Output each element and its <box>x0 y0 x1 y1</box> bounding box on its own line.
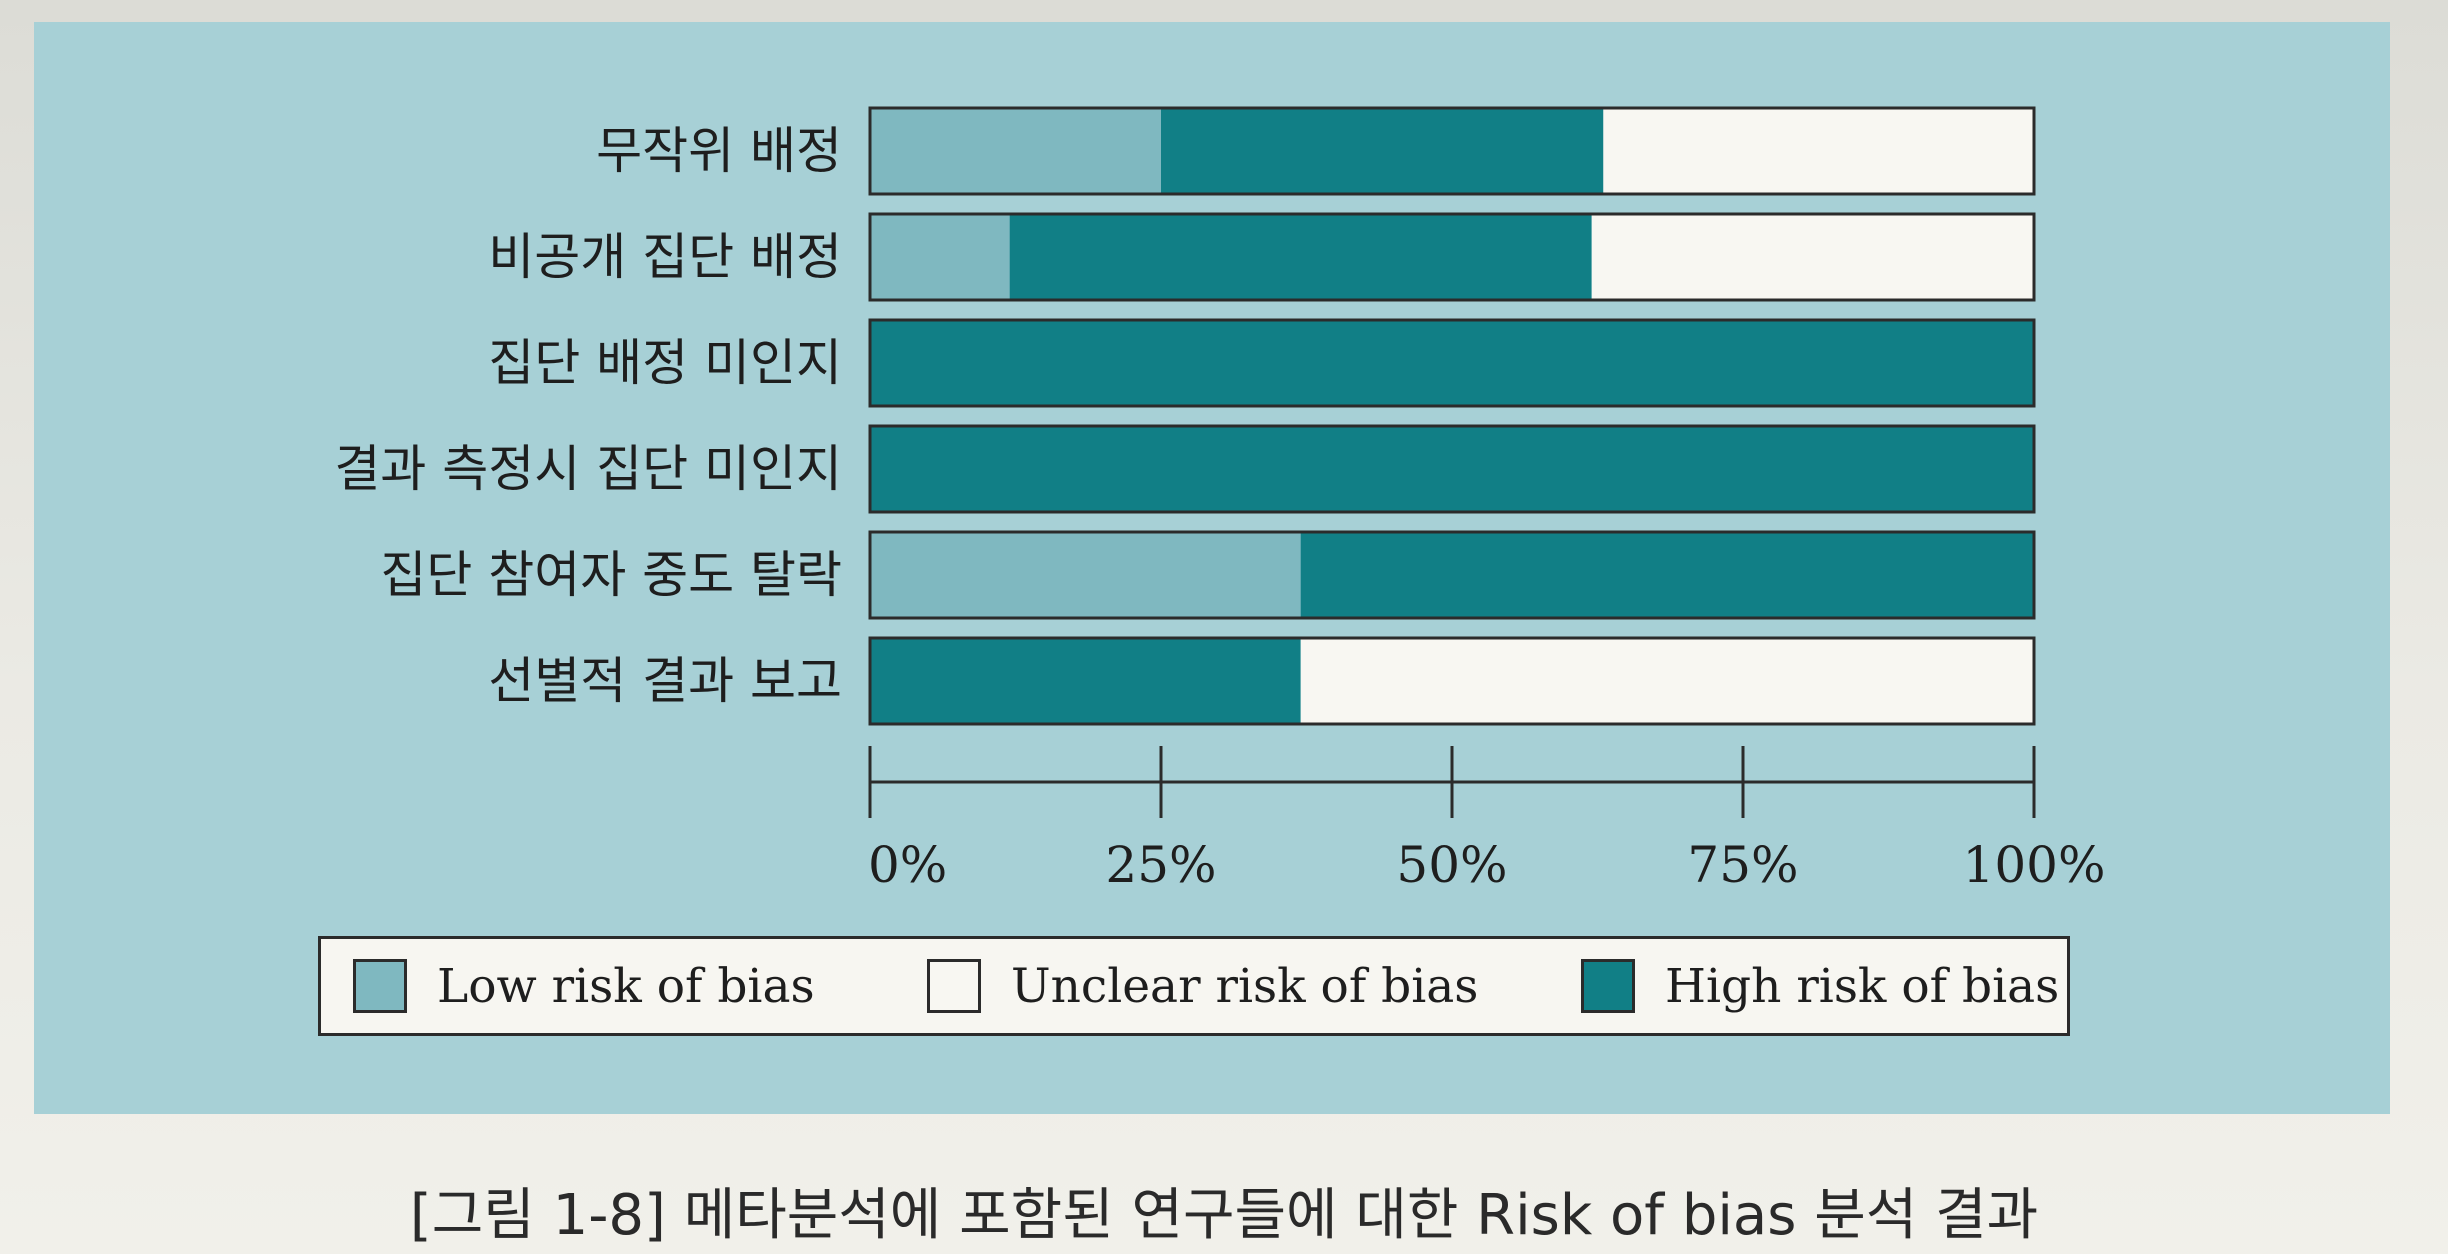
bar-segment-high-4 <box>1300 532 2034 618</box>
bar-outline-2 <box>868 318 2036 408</box>
bar-outline-3 <box>868 424 2036 514</box>
bar-segment-low-1 <box>870 214 1010 300</box>
category-label-1: 비공개 집단 배정 <box>488 228 842 286</box>
category-label-0: 무작위 배정 <box>596 122 842 180</box>
bars-layer <box>868 106 2036 726</box>
figure-caption: [그림 1-8] 메타분석에 포함된 연구들에 대한 Risk of bias … <box>409 1183 2039 1248</box>
legend-swatch-low <box>353 959 407 1013</box>
legend-label-high: High risk of bias <box>1665 958 2060 1014</box>
bar-segment-high-5 <box>870 638 1301 724</box>
bar-outline-4 <box>868 530 2036 620</box>
bar-segment-unclear-1 <box>1591 214 2034 300</box>
x-axis: 0% 25% 50% 75% 100% <box>868 746 2105 894</box>
bar-outline-1 <box>868 212 2036 302</box>
bar-outline-5 <box>868 636 2036 726</box>
x-tick-label-1: 25% <box>1105 836 1216 894</box>
legend: Low risk of bias Unclear risk of bias Hi… <box>318 936 2070 1036</box>
x-tick-label-4: 100% <box>1963 836 2106 894</box>
category-label-5: 선별적 결과 보고 <box>488 652 842 710</box>
category-label-3: 결과 측정시 집단 미인지 <box>334 440 842 498</box>
category-label-4: 집단 참여자 중도 탈락 <box>380 546 842 604</box>
legend-label-low: Low risk of bias <box>437 958 815 1014</box>
bar-segment-high-3 <box>870 426 2034 512</box>
legend-item-high: High risk of bias <box>1581 939 2059 1033</box>
bar-segment-high-1 <box>1009 214 1592 300</box>
legend-swatch-unclear <box>927 959 981 1013</box>
x-tick-label-2: 50% <box>1396 836 1507 894</box>
bar-segment-unclear-0 <box>1603 108 2034 194</box>
bar-outline-0 <box>868 106 2036 196</box>
legend-item-unclear: Unclear risk of bias <box>927 939 1478 1033</box>
legend-label-unclear: Unclear risk of bias <box>1011 958 1479 1014</box>
bar-segment-low-0 <box>870 108 1161 194</box>
bar-segment-high-0 <box>1161 108 1604 194</box>
bar-segment-unclear-5 <box>1300 638 2034 724</box>
legend-item-low: Low risk of bias <box>353 939 815 1033</box>
legend-swatch-high <box>1581 959 1635 1013</box>
category-label-2: 집단 배정 미인지 <box>488 334 842 392</box>
x-tick-label-0: 0% <box>868 836 947 894</box>
x-tick-label-3: 75% <box>1687 836 1798 894</box>
bar-segment-low-4 <box>870 532 1301 618</box>
bar-segment-high-2 <box>870 320 2034 406</box>
